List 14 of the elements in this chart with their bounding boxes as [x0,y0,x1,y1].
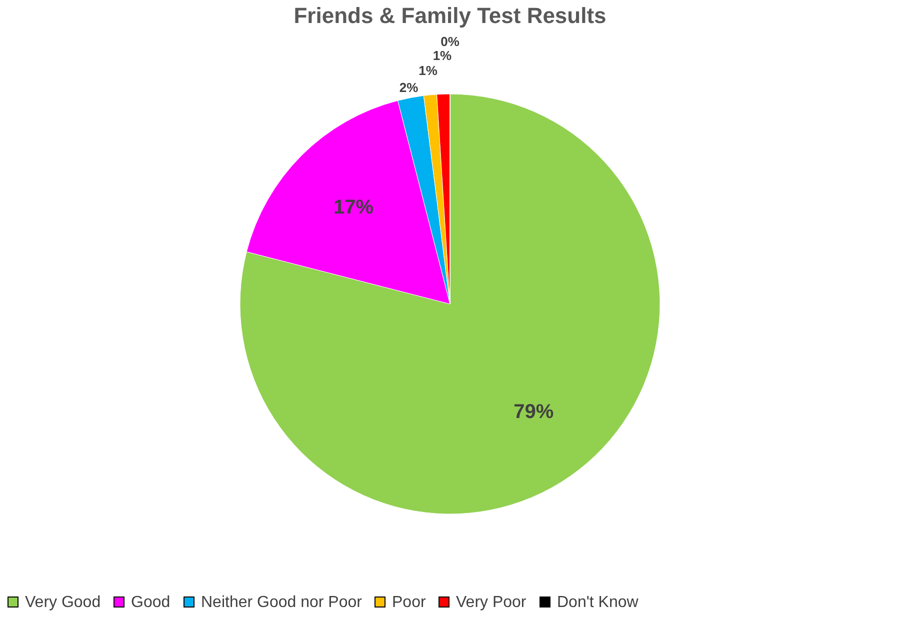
legend-label: Very Poor [456,594,527,611]
data-label: 17% [333,196,374,218]
pie-slice [240,94,660,514]
data-label: 79% [514,400,554,423]
data-label: 1% [432,48,452,64]
data-label: 2% [399,80,419,95]
legend-label: Poor [392,594,426,611]
legend-label: Neither Good nor Poor [201,594,363,611]
legend-label: Very Good [25,594,101,611]
legend-label: Good [131,594,170,611]
text: 0% [440,34,460,49]
chart-title: Friends & Family Test Results [294,3,606,28]
legend-label: Don't Know [557,594,639,611]
data-label: 1% [418,63,438,78]
